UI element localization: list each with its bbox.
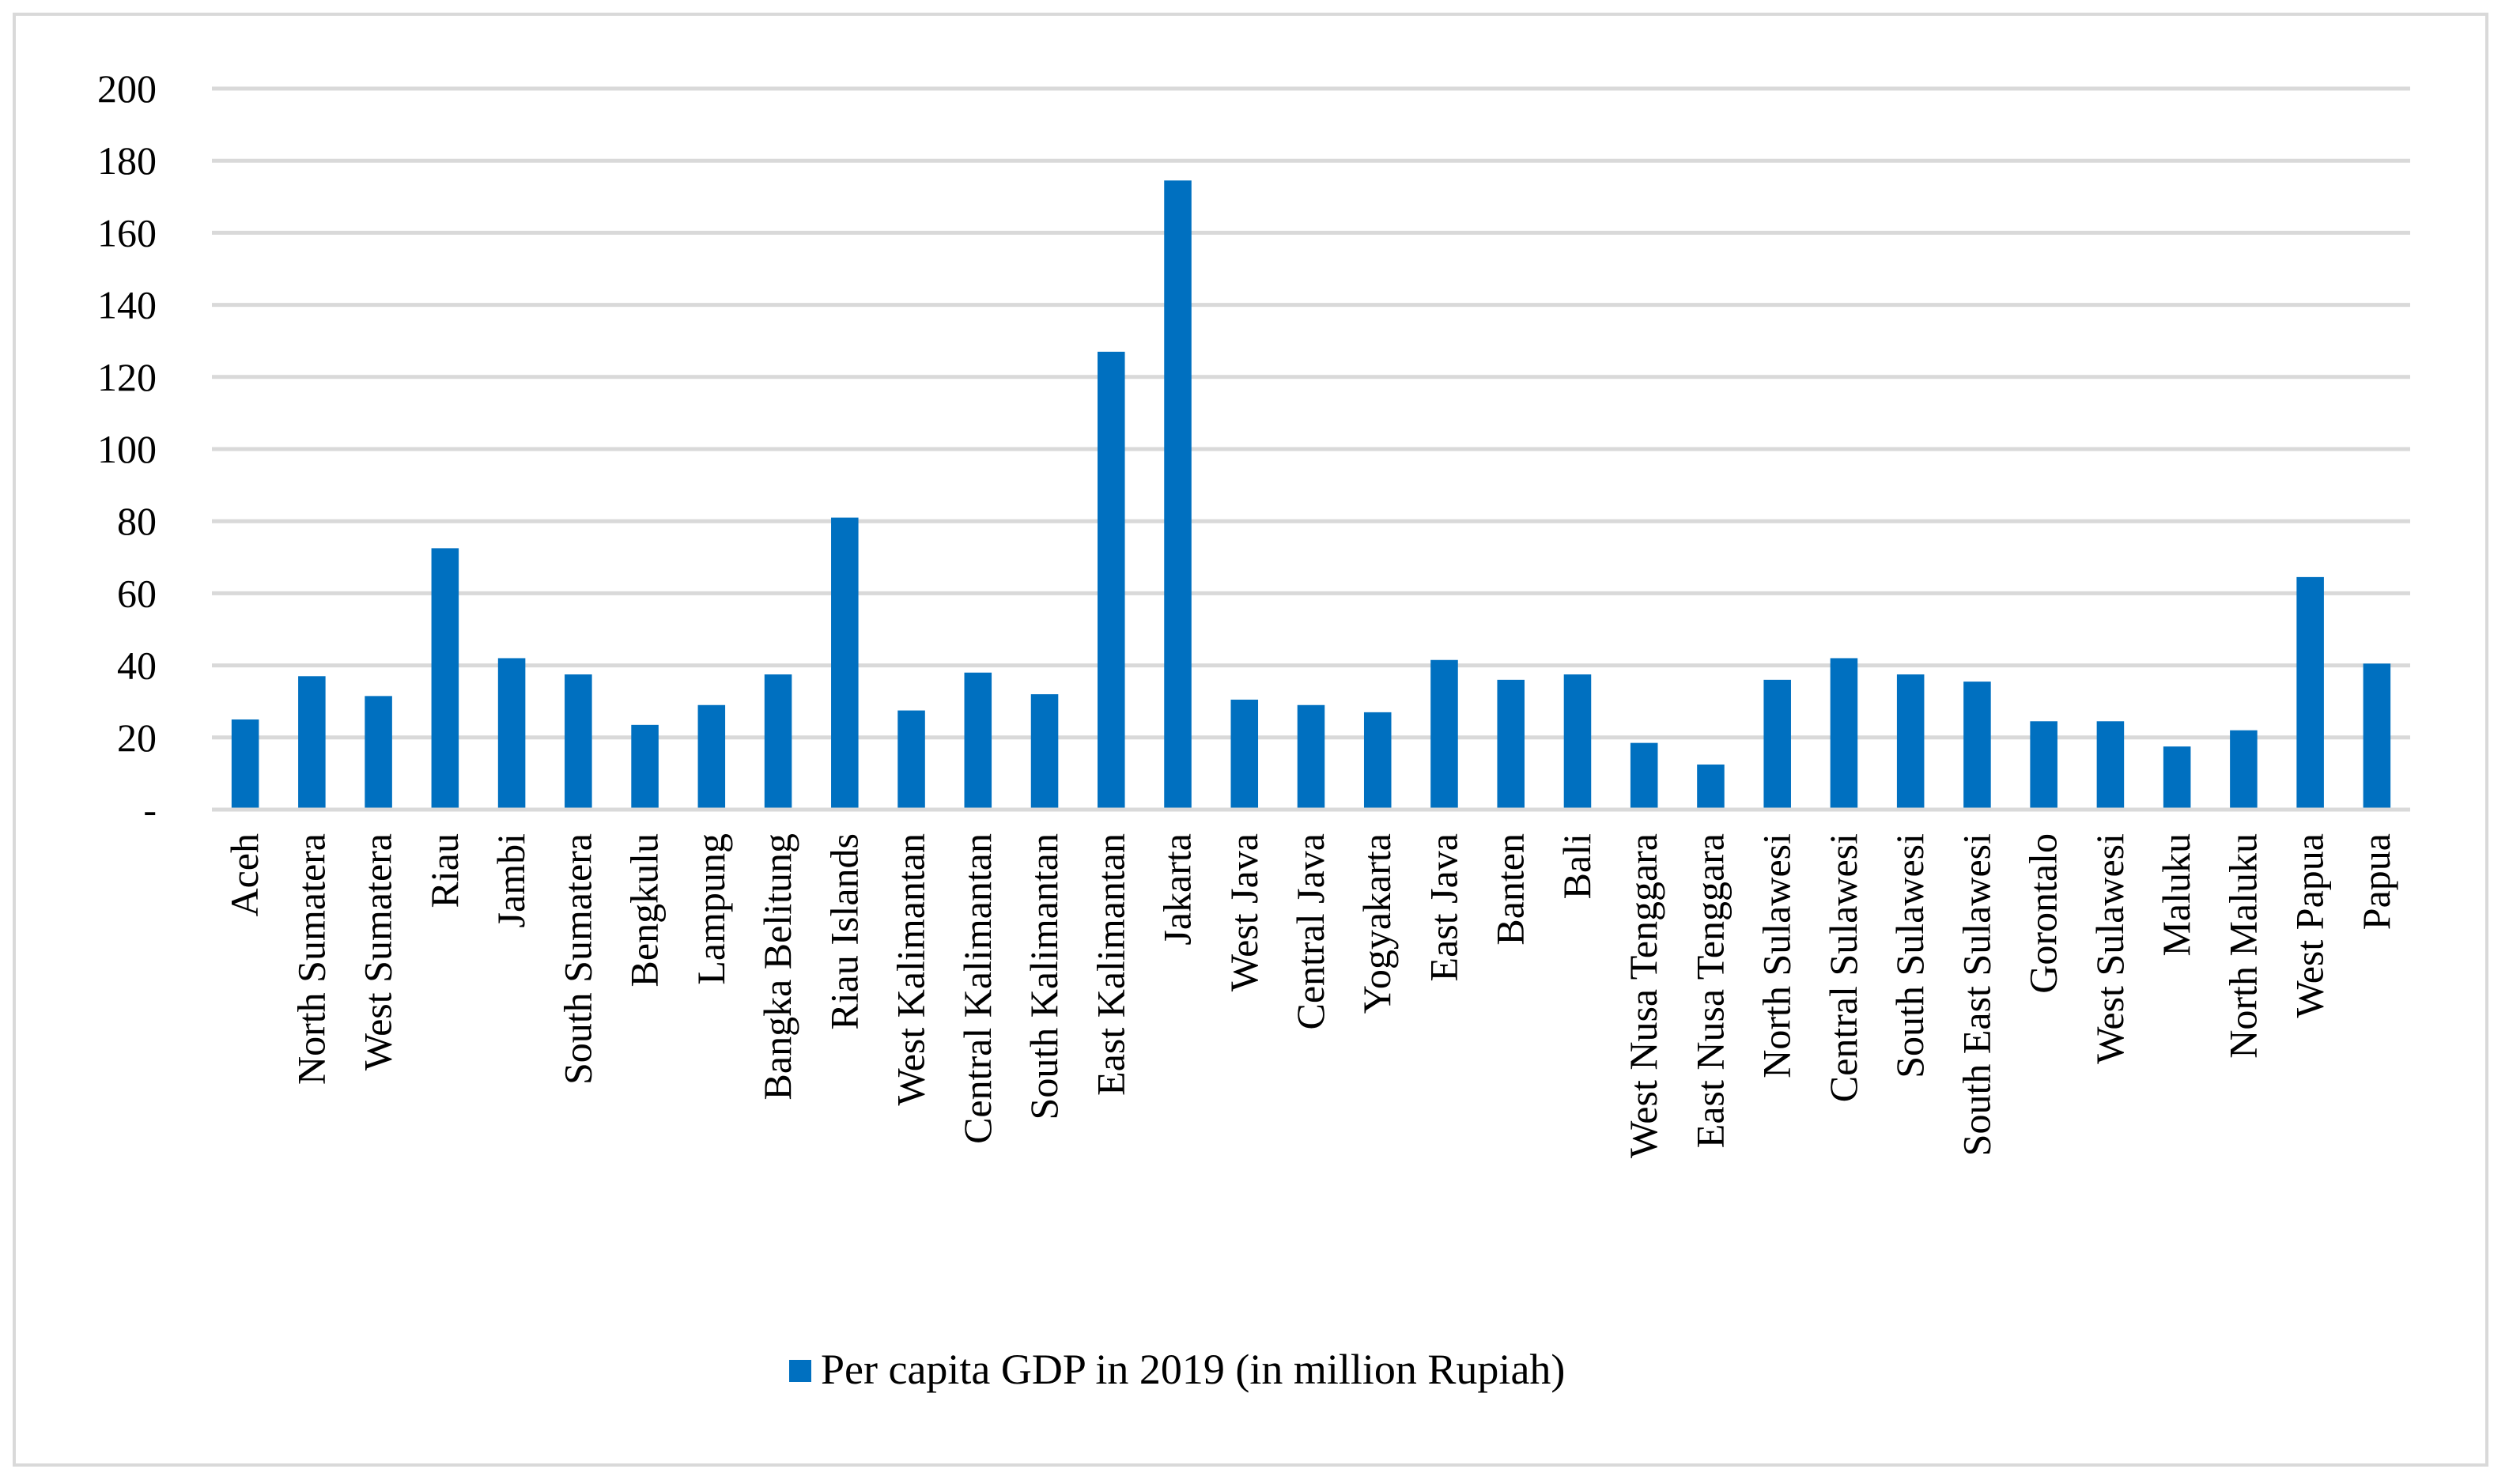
bar	[1896, 674, 1925, 810]
bar	[1763, 679, 1791, 810]
x-category-label: North Maluku	[2220, 833, 2265, 1059]
bar	[831, 517, 859, 810]
bar	[231, 719, 259, 810]
x-category-label: North Sulawesi	[1755, 833, 1799, 1078]
bar	[697, 704, 726, 810]
x-category-label: West Papua	[2288, 833, 2332, 1018]
bar	[365, 696, 392, 810]
bar	[431, 548, 459, 810]
bar	[1297, 704, 1325, 810]
bar	[764, 674, 792, 810]
y-tick-label: 120	[97, 355, 157, 399]
x-category-label: West Java	[1222, 833, 1266, 991]
x-category-label: Bangka Belitung	[755, 833, 799, 1100]
bar	[1697, 765, 1725, 810]
y-tick-label: 60	[117, 571, 157, 615]
x-category-label: Jakarta	[1155, 833, 1200, 946]
x-category-label: North Sumatera	[289, 833, 333, 1085]
bar	[631, 724, 659, 810]
x-category-label: East Kalimantan	[1088, 833, 1132, 1096]
bar	[1098, 351, 1125, 810]
x-category-label: Lampung	[689, 833, 733, 985]
bar	[2030, 721, 2057, 810]
legend-swatch	[789, 1360, 811, 1382]
bar	[964, 672, 992, 810]
bar	[2363, 663, 2391, 810]
x-category-label: South Sulawesi	[1887, 833, 1932, 1078]
x-category-label: Riau Islands	[822, 833, 866, 1030]
x-category-label: Riau	[422, 833, 467, 908]
bar	[2296, 576, 2324, 810]
x-category-label: South East Sulawesi	[1954, 833, 1998, 1156]
y-tick-label: 160	[97, 210, 157, 255]
bars	[231, 180, 2391, 810]
bar	[2230, 730, 2258, 810]
x-category-label: Aceh	[222, 833, 266, 917]
x-category-label: West Nusa Tenggara	[1621, 833, 1665, 1158]
y-tick-label: 40	[117, 644, 157, 688]
y-tick-label: -	[143, 787, 157, 832]
bar	[497, 658, 526, 810]
bar	[1430, 659, 1458, 810]
y-tick-label: 20	[117, 716, 157, 760]
x-category-label: South Sumatera	[555, 833, 599, 1085]
x-category-label: Bengkulu	[622, 833, 667, 987]
x-category-label: Maluku	[2154, 833, 2198, 957]
y-tick-label: 100	[97, 427, 157, 471]
bar	[1030, 694, 1059, 810]
bar	[1563, 674, 1592, 810]
bar	[1630, 742, 1658, 810]
x-category-label: Bali	[1555, 833, 1599, 899]
x-category-label: Yogyakarta	[1355, 833, 1399, 1014]
bar-chart: - 20 40 60 80 100 120 140 160 180 200 Aceh North Su…	[97, 66, 2410, 1393]
x-category-label: Banten	[1488, 833, 1532, 946]
chart-frame: - 20 40 60 80 100 120 140 160 180 200 Aceh North Su…	[13, 13, 2488, 1467]
bar	[1230, 699, 1259, 810]
bar	[1963, 682, 1991, 810]
bar	[298, 676, 326, 810]
x-category-label: West Sumatera	[356, 833, 400, 1071]
bar	[2096, 721, 2125, 810]
x-category-label: Papua	[2354, 833, 2398, 930]
y-tick-label: 200	[97, 66, 157, 111]
x-category-label: Jambi	[489, 833, 533, 927]
x-category-label: East Nusa Tenggara	[1687, 833, 1732, 1148]
x-category-label: Central Kalimantan	[955, 833, 999, 1144]
x-axis-category-labels: Aceh North Sumatera West Sumatera Riau Jambi…	[222, 833, 2398, 1158]
bar	[1830, 658, 1858, 810]
legend-label: Per capita GDP in 2019 (in million Rupia…	[821, 1346, 1565, 1393]
x-category-label: South Kalimantan	[1022, 833, 1066, 1120]
bar	[897, 710, 925, 810]
x-category-label: Gorontalo	[2021, 833, 2065, 994]
bar	[1164, 180, 1192, 810]
x-category-label: West Kalimantan	[889, 833, 933, 1105]
y-axis-ticks: - 20 40 60 80 100 120 140 160 180 200	[97, 66, 157, 832]
gridlines	[212, 86, 2410, 740]
y-tick-label: 180	[97, 138, 157, 183]
x-category-label: Central Sulawesi	[1821, 833, 1865, 1102]
y-tick-label: 80	[117, 499, 157, 543]
bar	[1497, 679, 1525, 810]
x-category-label: Central Java	[1288, 833, 1332, 1030]
bar	[1363, 712, 1392, 810]
x-category-label: East Java	[1421, 833, 1465, 981]
x-category-label: West Sulawesi	[2088, 833, 2132, 1064]
bar	[2163, 746, 2191, 810]
bar	[565, 674, 592, 810]
y-tick-label: 140	[97, 283, 157, 327]
legend: Per capita GDP in 2019 (in million Rupia…	[789, 1346, 1565, 1393]
